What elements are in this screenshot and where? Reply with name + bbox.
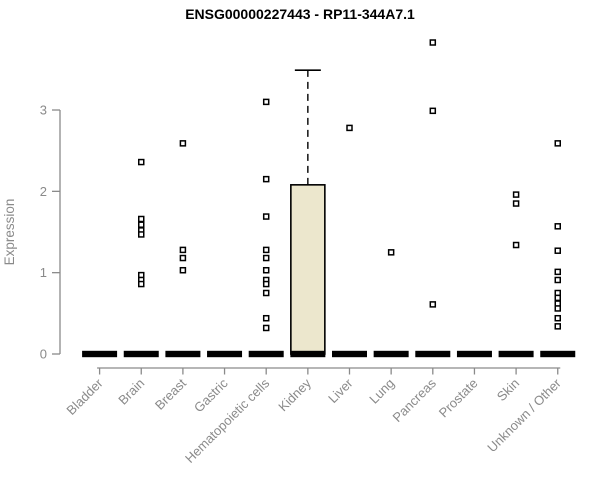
median-bar [207, 350, 243, 358]
x-tick-label: Gastric [191, 375, 231, 415]
y-tick-label: 0 [40, 347, 47, 362]
outlier-point [554, 223, 561, 230]
outlier-point [262, 246, 270, 254]
outlier-point [512, 200, 520, 207]
median-bar [290, 350, 326, 358]
outlier-point [179, 246, 187, 254]
x-tick-label: Pancreas [389, 375, 439, 425]
median-bar [332, 350, 367, 358]
outlier-point [138, 215, 145, 223]
outlier-point [554, 314, 561, 322]
x-tick-label: Lung [366, 376, 397, 407]
outlier-point [387, 249, 395, 256]
median-bar [373, 350, 409, 358]
y-tick-label: 1 [40, 265, 47, 280]
x-tick-label: Breast [152, 375, 189, 412]
outlier-point [554, 140, 561, 147]
outlier-point [554, 294, 561, 302]
outlier-point [554, 276, 561, 284]
outlier-point [262, 175, 270, 183]
outlier-point [554, 247, 561, 254]
median-bar [82, 350, 118, 358]
outlier-point [554, 305, 561, 312]
x-tick-label: Liver [325, 375, 356, 406]
median-bar [498, 350, 534, 358]
x-tick-label: Unknown / Other [484, 375, 564, 455]
outlier-point [179, 254, 187, 262]
x-tick-label: Skin [494, 376, 522, 404]
y-tick-label: 3 [40, 103, 47, 118]
outlier-point [262, 213, 270, 220]
outlier-point [179, 140, 187, 147]
outlier-point [262, 266, 270, 274]
outlier-point [262, 314, 270, 322]
x-tick-label: Prostate [436, 376, 481, 421]
y-axis-label: Expression [2, 199, 17, 266]
median-bar [540, 350, 576, 358]
outlier-point [429, 39, 437, 46]
outlier-point [138, 158, 145, 166]
outlier-point [262, 280, 270, 288]
outlier-point [512, 241, 520, 249]
outlier-point [554, 268, 561, 276]
median-bar [165, 350, 201, 358]
outlier-point [262, 289, 270, 297]
outlier-point [138, 231, 145, 238]
median-bar [248, 350, 284, 358]
outlier-point [512, 191, 520, 198]
median-bar [123, 350, 159, 358]
box-kidney [290, 184, 326, 355]
x-tick-label: Kidney [275, 375, 314, 414]
chart-title: ENSG00000227443 - RP11-344A7.1 [185, 6, 415, 22]
outlier-point [346, 124, 353, 132]
outlier-point [138, 280, 145, 288]
outlier-point [262, 98, 270, 106]
y-tick-label: 2 [40, 184, 47, 199]
outlier-point [554, 323, 561, 330]
outlier-point [138, 221, 145, 228]
outlier-point [262, 254, 270, 262]
outlier-point [429, 301, 437, 308]
median-bar [415, 350, 451, 358]
x-tick-label: Bladder [63, 375, 106, 418]
x-tick-label: Brain [115, 376, 147, 408]
outlier-point [262, 324, 270, 332]
median-bar [456, 350, 492, 358]
outlier-point [179, 266, 187, 274]
outlier-point [429, 107, 437, 115]
